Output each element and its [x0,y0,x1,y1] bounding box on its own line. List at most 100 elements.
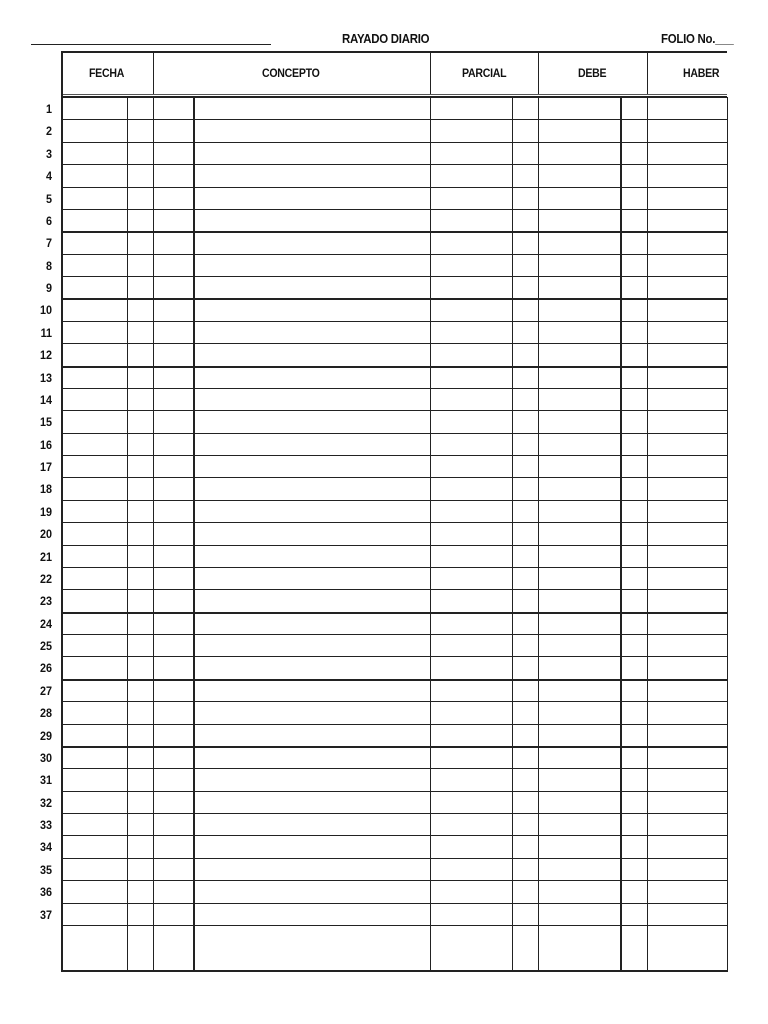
row-divider [61,768,727,769]
row-number: 22 [39,572,52,586]
table-row[interactable] [61,858,727,880]
row-number: 4 [45,169,52,183]
table-row[interactable] [61,701,727,723]
table-row[interactable] [61,813,727,835]
table-row[interactable] [61,522,727,544]
name-blank-line[interactable] [31,44,271,45]
row-divider [61,567,727,568]
table-row[interactable] [61,589,727,611]
header-divider [430,51,431,94]
table-row[interactable] [61,545,727,567]
row-number: 24 [39,617,52,631]
row-divider [61,813,727,814]
table-row[interactable] [61,500,727,522]
table-row[interactable] [61,835,727,857]
table-row[interactable] [61,455,727,477]
row-divider [61,455,727,456]
table-row[interactable] [61,679,727,701]
table-row[interactable] [61,343,727,365]
row-number: 23 [39,594,52,608]
row-divider [61,746,727,748]
row-divider [61,522,727,523]
page-title: RAYADO DIARIO [342,31,430,46]
header-double-line [61,94,727,95]
row-divider [61,321,727,322]
table-row[interactable] [61,724,727,746]
row-number: 27 [39,684,52,698]
table-row[interactable] [61,634,727,656]
table-row[interactable] [61,746,727,768]
row-divider [61,679,727,681]
table-row[interactable] [61,567,727,589]
column-divider [430,97,431,970]
table-row[interactable] [61,880,727,902]
header-divider [647,51,648,94]
row-divider [61,835,727,836]
row-divider [61,366,727,368]
row-divider [61,880,727,881]
header-divider [538,51,539,94]
folio-number-field[interactable]: ___ [715,31,734,46]
row-number: 2 [45,124,52,138]
table-row[interactable] [61,433,727,455]
row-number: 19 [39,505,52,519]
row-number: 7 [45,236,52,250]
row-divider [61,343,727,344]
table-row[interactable] [61,187,727,209]
table-row[interactable] [61,142,727,164]
row-divider [61,187,727,188]
table-row[interactable] [61,321,727,343]
table-row[interactable] [61,410,727,432]
row-number: 3 [45,147,52,161]
header-bottom-border [61,96,727,98]
row-number: 17 [39,460,52,474]
row-divider [61,164,727,165]
row-divider [61,433,727,434]
table-bottom-border [61,970,728,972]
row-number: 37 [39,908,52,922]
folio-label: FOLIO No.___ [661,31,734,46]
column-divider [127,97,128,970]
row-divider [61,254,727,255]
table-row[interactable] [61,388,727,410]
table-row[interactable] [61,254,727,276]
table-row[interactable] [61,119,727,141]
table-row[interactable] [61,209,727,231]
row-number: 26 [39,661,52,675]
table-row[interactable] [61,791,727,813]
row-divider [61,388,727,389]
column-header-concepto: CONCEPTO [262,66,320,80]
row-divider [61,142,727,143]
column-header-haber: HABER [683,66,720,80]
table-row[interactable] [61,612,727,634]
column-header-debe: DEBE [578,66,607,80]
table-row[interactable] [61,276,727,298]
table-row-blank[interactable] [61,925,727,970]
table-row[interactable] [61,903,727,925]
row-divider [61,656,727,657]
row-number: 12 [39,348,52,362]
table-row[interactable] [61,97,727,119]
table-row[interactable] [61,164,727,186]
header-divider [153,51,154,94]
row-divider [61,903,727,904]
row-number: 10 [39,303,52,317]
row-divider [61,724,727,725]
row-divider [61,410,727,411]
row-number: 1 [45,102,52,116]
column-header-parcial: PARCIAL [462,66,507,80]
row-divider [61,276,727,277]
table-row[interactable] [61,768,727,790]
column-divider [620,97,622,970]
table-row[interactable] [61,477,727,499]
row-divider [61,298,727,300]
table-row[interactable] [61,231,727,253]
row-number: 30 [39,751,52,765]
table-row[interactable] [61,366,727,388]
row-number: 11 [40,326,52,340]
row-divider [61,589,727,590]
column-header-fecha: FECHA [89,66,125,80]
table-row[interactable] [61,298,727,320]
table-row[interactable] [61,656,727,678]
header-top-border [61,51,727,53]
